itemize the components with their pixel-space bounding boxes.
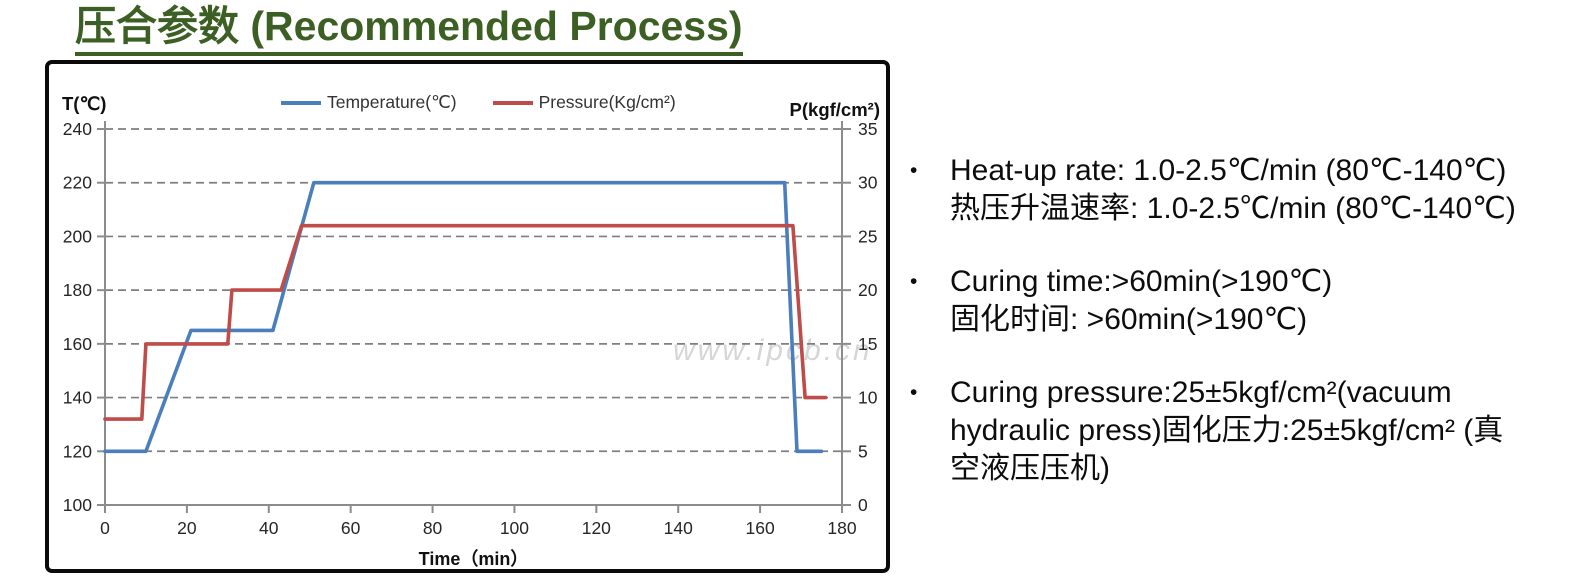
- tick-label: 160: [63, 334, 92, 354]
- legend-label-temperature: Temperature(℃): [327, 92, 457, 112]
- tick-label: 30: [858, 173, 878, 193]
- legend-item-pressure: Pressure(Kg/cm²): [492, 92, 676, 113]
- tick-label: 80: [423, 518, 443, 538]
- note-item-heatup-rate: • Heat-up rate: 1.0-2.5℃/min (80℃-140℃) …: [896, 152, 1584, 228]
- legend-label-pressure: Pressure(Kg/cm²): [538, 92, 676, 112]
- tick-label: 120: [582, 518, 611, 538]
- chart-plot-area: 240 220 200 180 160 140 120 100 35 30 25 20 15 10 5 0 0 2…: [49, 64, 886, 569]
- chart-legend: Temperature(℃) Pressure(Kg/cm²): [281, 92, 676, 113]
- tick-label: 15: [858, 334, 877, 354]
- page-title: 压合参数 (Recommended Process): [75, 0, 743, 56]
- watermark: www.ipcb.cn: [673, 334, 873, 367]
- temperature-line-swatch: [281, 100, 321, 105]
- series-pressure-line: [103, 223, 828, 421]
- tick-label: 180: [63, 280, 92, 300]
- note-text: Curing time:>60min(>190℃) 固化时间: >60min(>…: [950, 265, 1333, 336]
- tick-label: 20: [177, 518, 197, 538]
- tick-label: 100: [500, 518, 529, 538]
- notes-list: • Heat-up rate: 1.0-2.5℃/min (80℃-140℃) …: [896, 152, 1584, 523]
- bullet-dot: •: [910, 270, 918, 293]
- tick-label: 40: [259, 518, 279, 538]
- legend-item-temperature: Temperature(℃): [281, 92, 457, 113]
- tick-label: 140: [664, 518, 693, 538]
- tick-label: 35: [858, 119, 877, 139]
- note-text: Heat-up rate: 1.0-2.5℃/min (80℃-140℃) 热压…: [950, 154, 1516, 225]
- tick-label: 120: [63, 441, 92, 461]
- tick-label: 240: [63, 119, 92, 139]
- note-text: Curing pressure:25±5kgf/cm²(vacuum hydra…: [950, 376, 1504, 485]
- tick-label: 160: [746, 518, 775, 538]
- note-item-curing-pressure: • Curing pressure:25±5kgf/cm²(vacuum hyd…: [896, 374, 1584, 488]
- tick-label: 10: [858, 388, 878, 408]
- tick-label: 60: [341, 518, 361, 538]
- left-axis-title: T(℃): [62, 93, 106, 114]
- tick-label: 0: [858, 495, 868, 515]
- tick-label: 220: [63, 173, 92, 193]
- tick-label: 25: [858, 226, 877, 246]
- tick-label: 180: [827, 518, 856, 538]
- tick-label: 100: [63, 495, 92, 515]
- tick-label: 200: [63, 226, 92, 246]
- bullet-dot: •: [910, 159, 918, 182]
- pressure-line-swatch: [492, 100, 533, 105]
- tick-label: 0: [100, 518, 110, 538]
- x-axis-title: Time（min）: [419, 549, 529, 569]
- tick-label: 5: [858, 441, 868, 461]
- process-chart-svg: 240 220 200 180 160 140 120 100 35 30 25 20 15 10 5 0 0 2…: [62, 93, 880, 569]
- series-temperature-line: [103, 180, 824, 454]
- tick-label: 20: [858, 280, 878, 300]
- bullet-dot: •: [910, 381, 918, 404]
- chart-panel: 240 220 200 180 160 140 120 100 35 30 25 20 15 10 5 0 0 2…: [45, 60, 890, 573]
- right-axis-title: P(kgf/cm²): [790, 99, 880, 120]
- tick-label: 140: [63, 388, 92, 408]
- note-item-curing-time: • Curing time:>60min(>190℃) 固化时间: >60min…: [896, 263, 1584, 339]
